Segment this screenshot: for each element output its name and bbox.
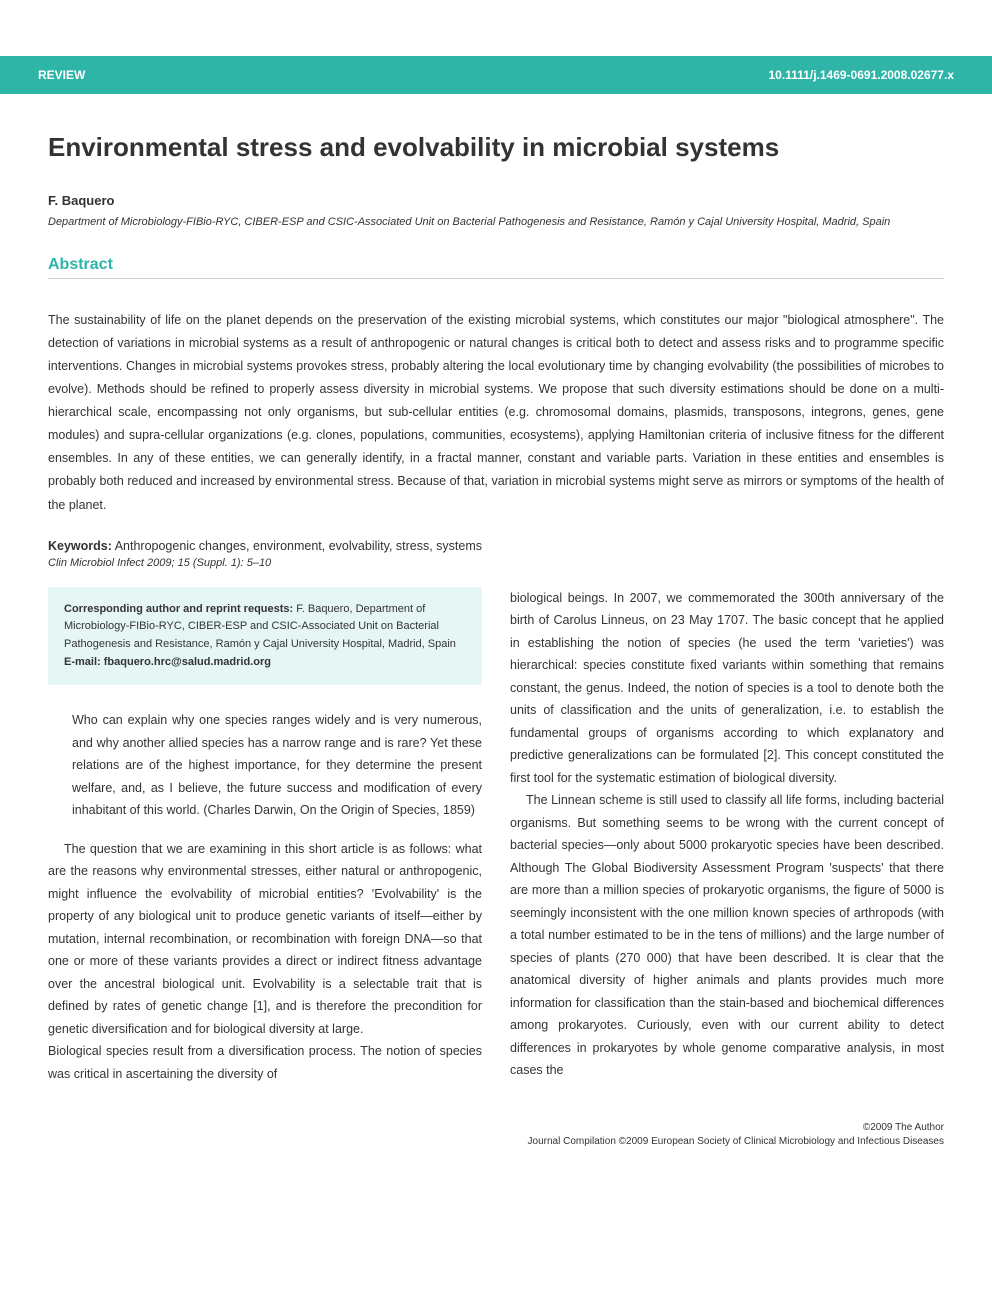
article-title: Environmental stress and evolvability in… (48, 132, 944, 163)
article-type-label: REVIEW (38, 68, 85, 82)
article-header-bar: REVIEW 10.1111/j.1469-0691.2008.02677.x (0, 56, 992, 94)
page-footer: ©2009 The Author Journal Compilation ©20… (0, 1105, 992, 1169)
citation-line: Clin Microbiol Infect 2009; 15 (Suppl. 1… (48, 557, 944, 569)
article-author: F. Baquero (48, 193, 944, 208)
body-left-p2: Biological species result from a diversi… (48, 1040, 482, 1085)
keywords-label: Keywords: (48, 539, 112, 553)
body-right-p1: biological beings. In 2007, we commemora… (510, 587, 944, 790)
body-left-p1: The question that we are examining in th… (48, 838, 482, 1041)
footer-line-1: ©2009 The Author (48, 1121, 944, 1135)
abstract-text: The sustainability of life on the planet… (48, 309, 944, 517)
corresponding-author-box: Corresponding author and reprint request… (48, 587, 482, 685)
article-affiliation: Department of Microbiology-FIBio-RYC, CI… (48, 214, 944, 232)
body-left: The question that we are examining in th… (48, 838, 482, 1086)
footer-line-2: Journal Compilation ©2009 European Socie… (48, 1135, 944, 1149)
corresponding-label: Corresponding author and reprint request… (64, 603, 293, 615)
body-right-p2: The Linnean scheme is still used to clas… (510, 789, 944, 1082)
abstract-heading: Abstract (48, 256, 944, 279)
keywords-text: Anthropogenic changes, environment, evol… (115, 539, 482, 553)
email-label: E-mail: (64, 656, 101, 668)
epigraph-quote: Who can explain why one species ranges w… (48, 709, 482, 822)
corresponding-email: fbaquero.hrc@salud.madrid.org (104, 656, 271, 668)
left-column: Corresponding author and reprint request… (48, 587, 482, 1085)
body-right: biological beings. In 2007, we commemora… (510, 587, 944, 1082)
article-content: Environmental stress and evolvability in… (0, 94, 992, 1105)
keywords-line: Keywords: Anthropogenic changes, environ… (48, 539, 944, 553)
article-doi: 10.1111/j.1469-0691.2008.02677.x (768, 68, 954, 82)
right-column: biological beings. In 2007, we commemora… (510, 587, 944, 1085)
two-column-body: Corresponding author and reprint request… (48, 587, 944, 1085)
